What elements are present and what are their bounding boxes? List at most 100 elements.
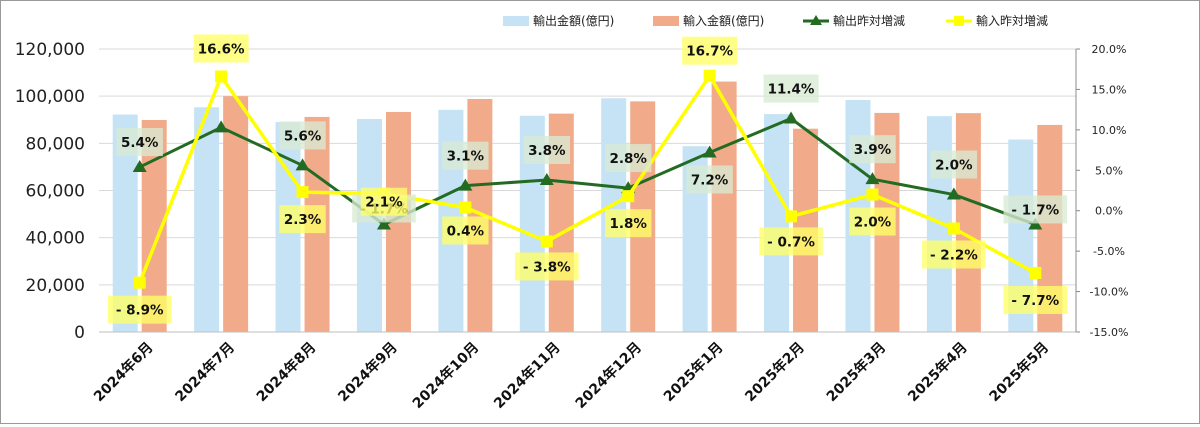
legend-marker xyxy=(810,15,822,25)
data-label-import-yoy-bg xyxy=(922,240,986,269)
data-label-import-yoy: 16.6% xyxy=(198,41,245,57)
data-label-export-yoy: 5.6% xyxy=(284,128,322,144)
legend-label: 輸入昨対増減 xyxy=(976,13,1048,28)
data-label-import-yoy: 1.8% xyxy=(609,216,647,232)
marker-export-yoy xyxy=(458,178,473,191)
series-line-import-yoy xyxy=(138,73,1037,284)
data-label-export-yoy: 11.4% xyxy=(768,82,815,98)
y2-tick-label: 5.0% xyxy=(1095,164,1123,177)
x-tick-label: 2024年12月 xyxy=(572,339,645,412)
data-label-import-yoy-bg xyxy=(279,205,326,234)
data-label-import-yoy-bg xyxy=(107,295,172,324)
data-label-import-yoy-bg xyxy=(849,207,896,236)
y2-tick-label: 0.0% xyxy=(1095,205,1123,218)
data-label-export-yoy-bg xyxy=(686,165,733,194)
y-tick-label: 40,000 xyxy=(26,229,85,249)
y2-tick-label: -15.0% xyxy=(1090,326,1129,339)
bar-export xyxy=(194,107,220,333)
data-label-import-yoy: - 8.9% xyxy=(116,303,164,319)
marker-export-yoy xyxy=(702,145,717,158)
data-label-export-yoy-bg xyxy=(930,150,978,179)
marker-import-yoy xyxy=(215,70,228,83)
y2-tick-label: 20.0% xyxy=(1092,43,1127,56)
marker-import-yoy xyxy=(866,188,879,201)
y2-tick-label: 15.0% xyxy=(1092,83,1127,96)
x-tick-label: 2024年7月 xyxy=(172,339,238,405)
data-label-export-yoy: 2.8% xyxy=(609,151,647,167)
marker-export-yoy xyxy=(132,160,147,173)
data-label-export-yoy-bg xyxy=(605,144,652,173)
data-label-import-yoy-bg xyxy=(442,216,489,245)
data-label-import-yoy: - 3.8% xyxy=(523,259,571,275)
bar-export xyxy=(356,119,382,332)
data-label-export-yoy-bg xyxy=(1003,195,1068,224)
data-label-export-yoy-bg xyxy=(442,141,489,170)
marker-import-yoy xyxy=(703,69,716,82)
series-line-export-yoy xyxy=(139,117,1036,226)
data-label-import-yoy-bg xyxy=(514,252,579,281)
data-label-import-yoy: 2.1% xyxy=(365,195,403,211)
data-label-import-yoy: 0.4% xyxy=(447,223,485,239)
y-tick-label: 80,000 xyxy=(26,134,85,154)
data-label-import-yoy-bg xyxy=(682,36,738,65)
y2-tick-label: -10.0% xyxy=(1090,286,1129,299)
legend-swatch xyxy=(503,16,529,26)
marker-export-yoy xyxy=(946,187,961,200)
legend-label: 輸入金額(億円) xyxy=(683,13,764,28)
legend-label: 輸出昨対増減 xyxy=(833,13,905,28)
marker-import-yoy xyxy=(947,222,960,235)
x-tick-label: 2025年2月 xyxy=(742,339,808,405)
data-label-import-yoy-bg xyxy=(759,227,823,256)
bar-import xyxy=(955,113,981,332)
marker-export-yoy xyxy=(539,172,554,185)
x-tick-label: 2024年6月 xyxy=(90,339,156,405)
data-label-export-yoy-bg xyxy=(523,135,570,164)
data-label-export-yoy: 3.8% xyxy=(528,143,566,159)
legend-label: 輸出金額(億円) xyxy=(533,13,614,28)
y2-tick-label: -5.0% xyxy=(1093,245,1125,258)
y-tick-label: 60,000 xyxy=(26,182,85,202)
x-tick-label: 2025年3月 xyxy=(823,339,889,405)
marker-import-yoy xyxy=(540,235,553,248)
x-tick-label: 2025年4月 xyxy=(904,339,970,405)
data-label-export-yoy: 2.0% xyxy=(935,158,973,174)
data-label-export-yoy-bg xyxy=(849,135,896,164)
x-tick-label: 2025年1月 xyxy=(660,339,726,405)
data-label-import-yoy: 2.3% xyxy=(284,212,322,228)
legend-swatch xyxy=(653,16,679,26)
data-label-import-yoy: 2.0% xyxy=(854,215,892,231)
data-label-export-yoy: 5.4% xyxy=(121,135,159,151)
marker-export-yoy xyxy=(295,158,310,171)
y-tick-label: 100,000 xyxy=(15,87,85,107)
marker-import-yoy xyxy=(296,186,309,199)
data-label-export-yoy-bg xyxy=(116,128,163,157)
bar-export xyxy=(764,114,790,332)
bar-import xyxy=(711,81,737,332)
data-label-import-yoy: - 2.2% xyxy=(930,248,978,264)
data-label-import-yoy: - 0.7% xyxy=(767,234,815,250)
data-label-import-yoy-bg xyxy=(1003,285,1068,314)
data-label-export-yoy-bg xyxy=(279,121,326,150)
x-tick-label: 2024年8月 xyxy=(253,339,319,405)
x-tick-label: 2025年5月 xyxy=(986,339,1052,405)
legend-marker xyxy=(954,16,964,26)
marker-import-yoy xyxy=(459,201,472,214)
marker-export-yoy xyxy=(865,172,880,185)
data-label-export-yoy: 7.2% xyxy=(691,172,729,188)
y2-tick-label: 10.0% xyxy=(1092,124,1127,137)
marker-import-yoy xyxy=(785,210,798,223)
data-label-export-yoy-bg xyxy=(763,74,819,103)
marker-export-yoy xyxy=(376,217,391,230)
data-label-export-yoy: - 1.7% xyxy=(1011,202,1059,218)
y-tick-label: 120,000 xyxy=(15,40,85,60)
data-label-import-yoy: 16.7% xyxy=(686,44,733,60)
data-label-import-yoy: - 7.7% xyxy=(1011,293,1059,309)
y-tick-label: 0 xyxy=(74,323,85,343)
data-label-import-yoy-bg xyxy=(193,34,249,63)
marker-import-yoy xyxy=(1029,266,1042,279)
x-tick-label: 2024年9月 xyxy=(335,339,401,405)
data-label-import-yoy-bg xyxy=(360,187,408,216)
marker-export-yoy xyxy=(784,111,799,124)
